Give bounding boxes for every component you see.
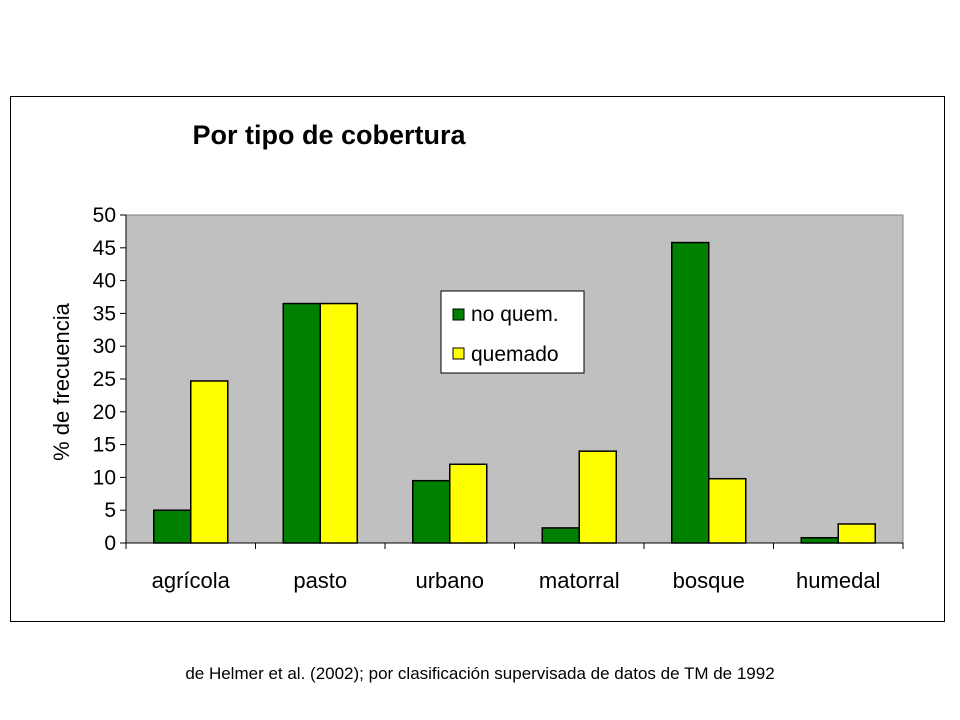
legend-swatch-no-quemado (452, 308, 465, 321)
y-tick-label: 50 (93, 204, 116, 227)
legend-label-no-quemado: no quem. (471, 303, 559, 326)
legend-box (440, 290, 585, 374)
bar-quemado (708, 477, 747, 544)
bar-quemado (190, 380, 229, 544)
bar-quemado (319, 302, 358, 544)
x-tick-label: bosque (673, 568, 745, 593)
chart-title: Por tipo de cobertura (192, 120, 466, 150)
bar-no-quemado (541, 527, 580, 544)
y-tick-label: 30 (93, 335, 116, 358)
x-tick-label: urbano (415, 568, 484, 593)
bar-quemado (578, 450, 617, 544)
y-tick-label: 5 (104, 499, 116, 522)
legend-swatch-quemado (452, 347, 465, 360)
bar-no-quemado (800, 537, 839, 544)
y-axis-label: % de frecuencia (49, 302, 74, 461)
y-tick-label: 40 (93, 270, 116, 293)
y-tick-label: 0 (104, 532, 116, 555)
bar-no-quemado (153, 509, 192, 544)
legend-label-quemado: quemado (471, 343, 559, 366)
y-tick-label: 25 (93, 368, 116, 391)
bar-quemado (837, 523, 876, 544)
y-tick-label: 35 (93, 302, 116, 325)
bar-no-quemado (412, 479, 451, 544)
y-tick-label: 20 (93, 401, 116, 424)
y-tick-label: 45 (93, 237, 116, 260)
bar-chart: Por tipo de cobertura % de frecuencia 0 5… (49, 120, 904, 593)
plot-area (125, 214, 904, 544)
chart-frame: Por tipo de cobertura % de frecuencia 0 5… (10, 96, 945, 622)
source-caption: de Helmer et al. (2002); por clasificaci… (185, 664, 775, 683)
x-tick-label: matorral (539, 568, 620, 593)
legend: no quem. quemado (440, 290, 585, 374)
x-tick-label: agrícola (152, 568, 231, 593)
bar-quemado (449, 463, 488, 544)
x-tick-label: pasto (293, 568, 347, 593)
bar-no-quemado (282, 302, 321, 544)
y-tick-label: 10 (93, 466, 116, 489)
x-tick-label: humedal (796, 568, 880, 593)
y-tick-label: 15 (93, 434, 116, 457)
bar-no-quemado (671, 241, 710, 544)
